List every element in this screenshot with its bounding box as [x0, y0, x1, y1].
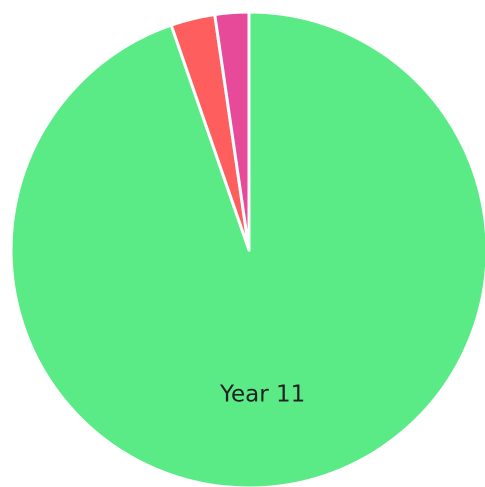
- pie-slice: [213, 10, 251, 252]
- slice-label: Year 11: [219, 381, 305, 407]
